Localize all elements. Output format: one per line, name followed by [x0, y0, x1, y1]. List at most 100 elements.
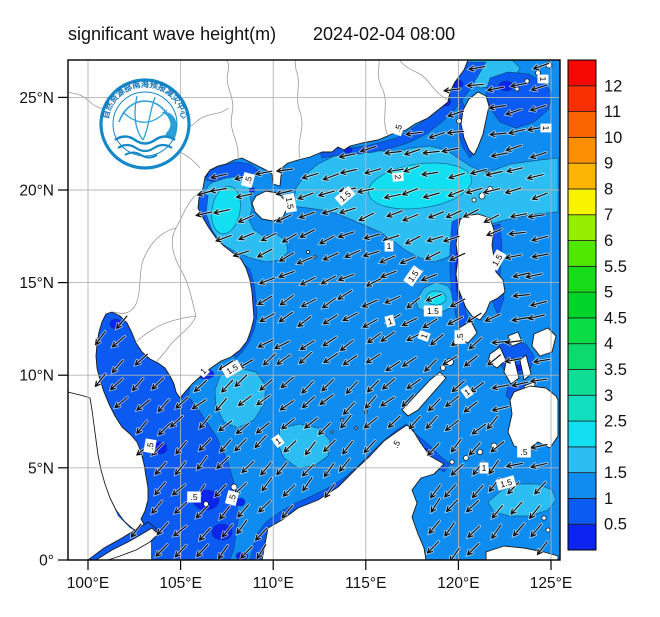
page-title: significant wave height(m) [68, 24, 276, 44]
y-tick-label: 20°N [19, 183, 54, 200]
small-island [313, 255, 317, 259]
colorbar-segment [567, 446, 597, 474]
contour-label: .5 [224, 490, 240, 506]
colorbar-segment [567, 265, 597, 293]
agency-logo: 自然资源部南海预报减灾中心 [99, 78, 191, 170]
contour-label: .5 [240, 172, 256, 188]
y-tick-label: 10°N [19, 368, 54, 385]
contour-labels: .51.5 1.52.51111.51.51.5.5111.5.511.51.5.… [143, 74, 552, 506]
land-mindanao [507, 385, 559, 451]
colorbar-label: 0.5 [604, 516, 627, 534]
colorbar-segment [567, 111, 597, 138]
land-cebu [519, 354, 532, 381]
contour-label: 1 [540, 123, 552, 133]
colorbar-label: 8 [604, 180, 613, 198]
x-tick-label: 110°E [253, 575, 294, 592]
colorbar-label: 10 [604, 129, 622, 147]
colorbar: 12 11 10 9 8 7 6 5.5 5 4.5 4 3.5 3 2.5 2 1.5 1 0.5 [567, 59, 627, 551]
land-negros [503, 357, 520, 385]
small-island [463, 455, 469, 461]
colorbar-label: 7 [604, 206, 613, 224]
colorbar-label: 4 [604, 335, 613, 353]
no-data-region [68, 392, 151, 560]
colorbar-segment [567, 523, 597, 551]
contour-label: 1 [195, 363, 211, 379]
colorbar-label: 9 [604, 155, 613, 173]
colorbar-segment [567, 394, 597, 422]
svg-text:1: 1 [538, 77, 548, 82]
small-island [545, 527, 551, 533]
svg-text:1: 1 [462, 387, 472, 398]
svg-text:.5: .5 [226, 493, 238, 503]
svg-text:1: 1 [386, 316, 393, 327]
svg-text:1.5: 1.5 [284, 196, 296, 210]
contour-label: 1.5 [487, 249, 507, 271]
svg-text:.5: .5 [455, 333, 465, 340]
contour-label: .5 [143, 438, 157, 454]
svg-text:1: 1 [387, 241, 392, 251]
land-mainland-asia [68, 60, 469, 534]
svg-text:.5: .5 [145, 441, 156, 450]
logo-wave-icon [161, 111, 178, 139]
contour-label: .5 [187, 491, 201, 503]
y-tick-label: 15°N [19, 275, 54, 292]
land-luzon [455, 213, 506, 321]
colorbar-segment [567, 317, 597, 345]
land-palawan [401, 371, 447, 417]
arrows [94, 62, 551, 560]
small-island [354, 426, 358, 430]
svg-text:.5: .5 [190, 492, 197, 502]
svg-text:.5: .5 [520, 447, 527, 457]
axes: 100°E 105°E 110°E 115°E 120°E 125°E25°N20°N15… [19, 90, 572, 592]
colorbar-label: 1 [604, 490, 613, 508]
colorbar-segment [567, 188, 597, 216]
contour-label: .5 [387, 435, 405, 453]
colorbar-segment [567, 498, 597, 525]
colorbar-label: 11 [604, 103, 621, 121]
colorbar-label: 4.5 [604, 309, 627, 327]
land-masses [68, 60, 559, 560]
contour-label: .5 [454, 330, 466, 344]
colorbar-label: 5.5 [604, 258, 627, 276]
x-tick-label: 120°E [437, 575, 479, 592]
land-borneo [261, 424, 445, 560]
land-samar [531, 327, 557, 357]
y-tick-label: 5°N [28, 460, 54, 477]
svg-text:1: 1 [482, 463, 487, 473]
contour-label: 1.5 [423, 305, 443, 317]
colorbar-segment [567, 240, 597, 267]
colorbar-segment [567, 343, 597, 370]
svg-text:1: 1 [419, 332, 430, 340]
plot-border [67, 59, 561, 561]
small-island [456, 118, 462, 124]
small-island [476, 448, 483, 455]
colorbar-segment [567, 85, 597, 112]
contour-label: 1.5 [282, 192, 298, 214]
svg-text:.5: .5 [390, 438, 402, 449]
colorbar-label: 5 [604, 284, 613, 302]
colorbar-segment [567, 59, 597, 87]
x-tick-label: 125°E [530, 575, 572, 592]
colorbar-segment [567, 472, 597, 499]
y-tick-label: 25°N [19, 90, 54, 107]
colorbar-label: 2.5 [604, 413, 627, 431]
svg-text:1: 1 [198, 366, 209, 377]
small-island [340, 418, 344, 422]
colorbar-label: 3.5 [604, 361, 627, 379]
svg-text:2: 2 [393, 174, 403, 180]
svg-text:.5: .5 [392, 123, 404, 133]
wave-direction-arrows [93, 62, 552, 560]
contour-label: .5 [390, 119, 406, 137]
small-island [330, 430, 334, 434]
small-island [306, 250, 310, 254]
contour-label: 2 [392, 172, 404, 182]
colorbar-segment [567, 214, 597, 241]
svg-text:1: 1 [273, 436, 283, 447]
colorbar-label: 1.5 [604, 464, 627, 482]
contour-label: 1.5 [221, 359, 243, 379]
contour-label: 1 [479, 462, 489, 474]
colorbar-segment [567, 291, 597, 319]
contour-label: 1 [271, 433, 285, 449]
